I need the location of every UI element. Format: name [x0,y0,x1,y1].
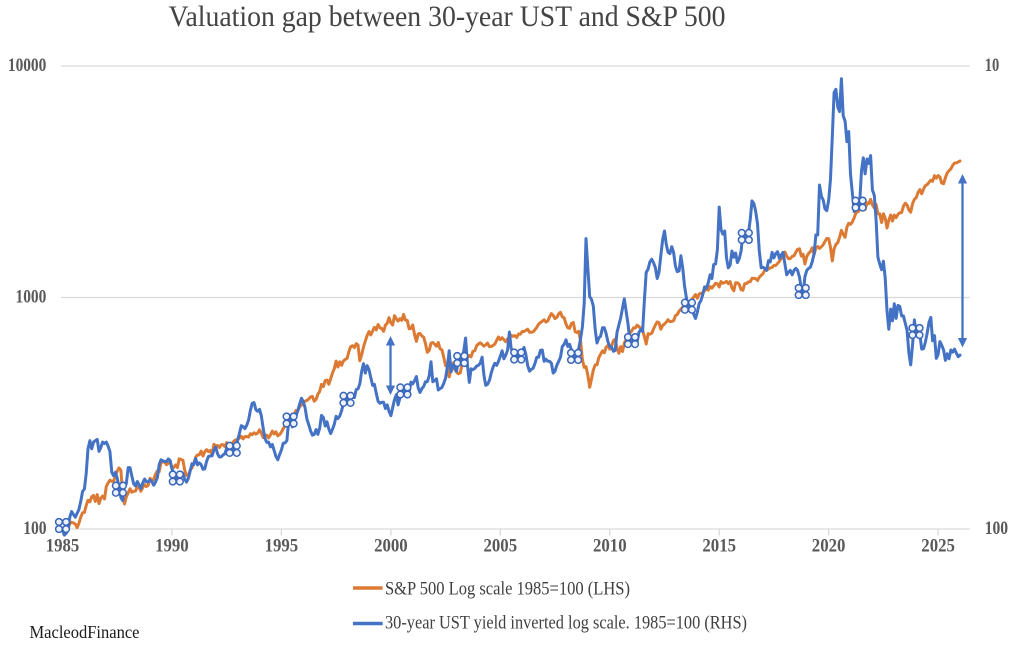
svg-text:1000: 1000 [16,286,47,307]
svg-text:1985: 1985 [46,535,80,556]
svg-text:10: 10 [985,55,1000,76]
svg-text:MacleodFinance: MacleodFinance [30,622,140,642]
svg-text:100: 100 [23,518,46,539]
svg-text:2020: 2020 [812,535,846,556]
svg-text:2000: 2000 [374,535,408,556]
svg-text:2005: 2005 [484,535,518,556]
svg-text:30-year UST yield inverted log: 30-year UST yield inverted log scale. 19… [385,613,747,634]
svg-text:Valuation gap between 30-year: Valuation gap between 30-year UST and S&… [169,0,726,33]
svg-text:2015: 2015 [702,535,736,556]
svg-text:2025: 2025 [921,535,955,556]
svg-text:S&P 500 Log scale 1985=100 (LH: S&P 500 Log scale 1985=100 (LHS) [385,579,630,600]
svg-text:10000: 10000 [8,55,46,76]
svg-text:100: 100 [985,518,1008,539]
svg-text:2010: 2010 [593,535,627,556]
svg-text:1990: 1990 [155,535,189,556]
svg-text:1995: 1995 [265,535,299,556]
